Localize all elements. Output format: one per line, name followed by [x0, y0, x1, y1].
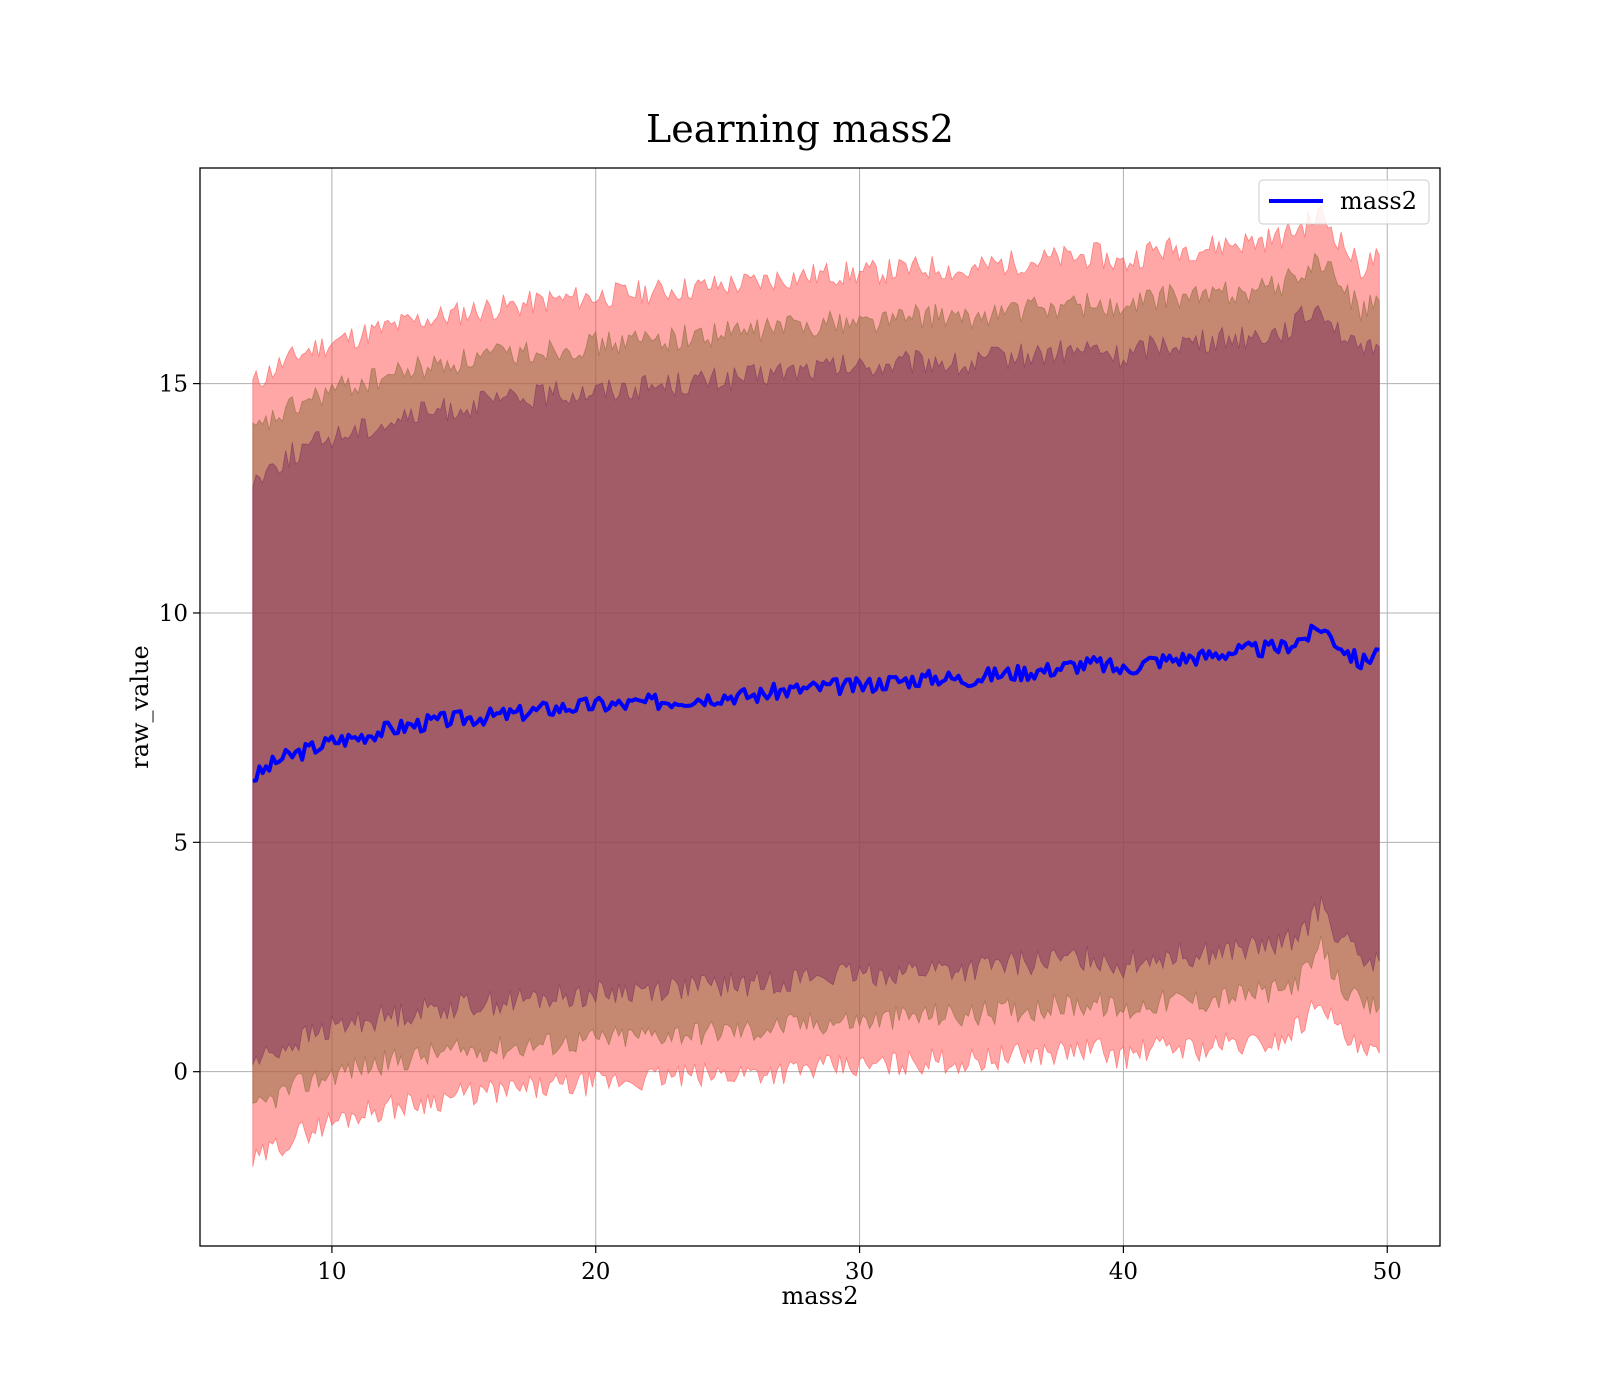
x-tick-label: 10 — [317, 1259, 346, 1285]
x-tick-label: 20 — [581, 1259, 610, 1285]
y-axis-label: raw_value — [126, 645, 154, 769]
x-tick-label: 50 — [1373, 1259, 1402, 1285]
series-line-mass2 — [252, 623, 1380, 783]
legend-box — [1258, 179, 1430, 225]
uncertainty-bands — [252, 204, 1380, 1167]
y-axis-ticks: 0 5 10 15 — [159, 372, 200, 1086]
series-lines — [252, 623, 1380, 783]
x-tick-label: 40 — [1109, 1259, 1138, 1285]
y-tick-label: 5 — [173, 830, 188, 856]
plot-frame — [199, 167, 1441, 1247]
y-tick-label: 15 — [159, 372, 188, 398]
x-tick-label: 30 — [845, 1259, 874, 1285]
y-tick-label: 0 — [173, 1060, 188, 1086]
y-tick-label: 10 — [159, 601, 188, 627]
x-axis-label: mass2 — [782, 1282, 859, 1310]
chart-title: Learning mass2 — [646, 107, 954, 151]
legend-label-mass2: mass2 — [1340, 187, 1417, 215]
x-axis-ticks: 10 20 30 40 50 — [317, 1246, 1402, 1285]
legend: mass2 — [1258, 179, 1430, 225]
